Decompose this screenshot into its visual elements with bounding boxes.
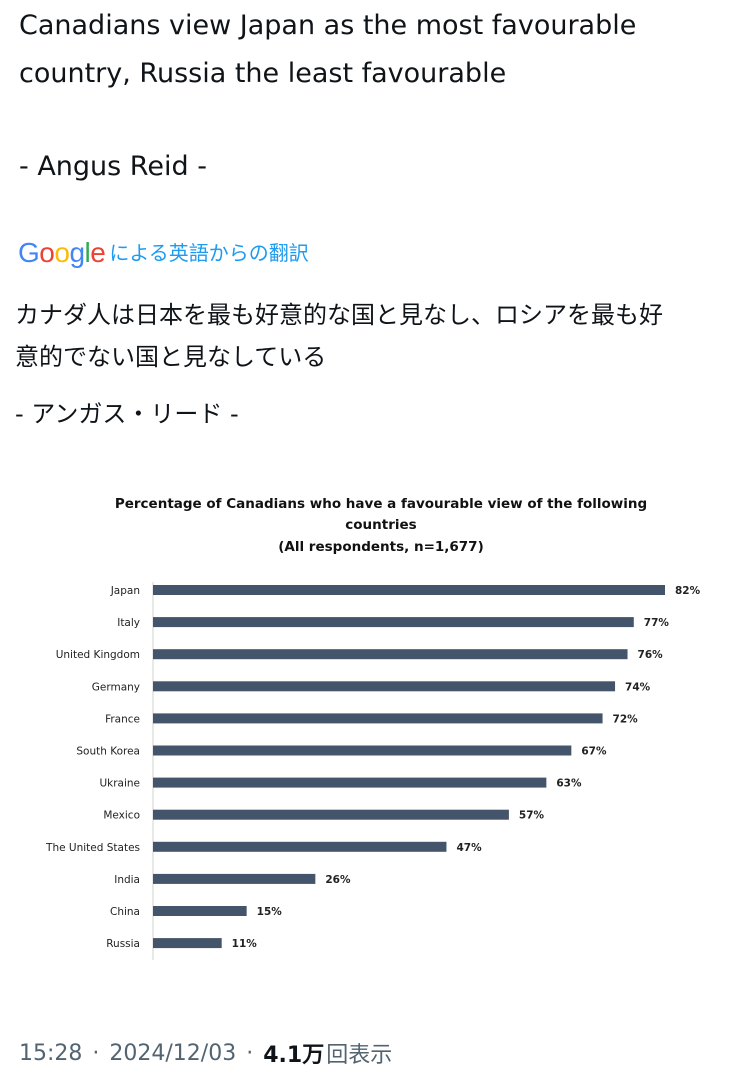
chart-category-label: Russia <box>106 938 140 950</box>
post-time[interactable]: 15:28 <box>19 1040 83 1066</box>
chart-value-label: 67% <box>581 746 607 758</box>
post-text-line: Canadians view Japan as the most favoura… <box>19 10 637 41</box>
separator-dot: · <box>246 1040 254 1066</box>
chart-category-label: Italy <box>117 617 140 629</box>
bar-chart: Percentage of Canadians who have a favou… <box>45 496 701 960</box>
post-author-credit: - Angus Reid - <box>19 151 207 182</box>
chart-bar <box>153 713 603 724</box>
chart-category-label: Germany <box>92 681 140 693</box>
chart-bar <box>153 649 628 660</box>
chart-value-label: 47% <box>456 842 482 854</box>
chart-image[interactable]: Percentage of Canadians who have a favou… <box>20 478 720 983</box>
chart-value-label: 11% <box>232 938 258 950</box>
translated-text-line: カナダ人は日本を最も好意的な国と見なし、ロシアを最も好 <box>15 301 663 329</box>
chart-category-label: Ukraine <box>99 778 140 790</box>
chart-value-label: 82% <box>675 585 701 597</box>
view-count-label: 回表示 <box>326 1043 393 1068</box>
chart-category-label: India <box>114 874 140 886</box>
translation-attribution[interactable]: Google による英語からの翻訳 <box>18 235 309 271</box>
chart-bar <box>153 809 509 820</box>
chart-value-label: 74% <box>625 681 651 693</box>
chart-bar <box>153 938 222 949</box>
chart-category-label: The United States <box>45 842 140 854</box>
chart-bars: Japan 82% Italy 77% United Kingdom 76% Germany… <box>45 585 701 950</box>
chart-value-label: 15% <box>257 906 283 918</box>
chart-value-label: 57% <box>519 810 545 822</box>
view-count[interactable]: 4.1万 回表示 <box>263 1037 392 1069</box>
chart-bar <box>153 906 247 916</box>
chart-category-label: France <box>105 713 140 725</box>
translated-text-line: 意的でない国と見なしている <box>15 343 327 371</box>
chart-bar <box>153 585 665 595</box>
chart-subtitle: (All respondents, n=1,677) <box>278 539 484 555</box>
chart-bar <box>153 681 616 692</box>
chart-bar <box>153 617 634 628</box>
translated-author-credit: - アンガス・リード - <box>15 400 239 428</box>
chart-value-label: 76% <box>638 649 664 661</box>
chart-bar <box>153 841 447 852</box>
chart-category-label: Mexico <box>103 810 140 822</box>
post-text-line: country, Russia the least favourable <box>19 58 507 89</box>
chart-category-label: South Korea <box>76 746 140 758</box>
chart-title-line-2: countries <box>345 517 416 533</box>
chart-category-label: China <box>110 906 140 918</box>
chart-value-label: 72% <box>613 713 639 725</box>
google-logo: Google <box>18 237 106 268</box>
chart-value-label: 77% <box>644 617 670 629</box>
chart-bar <box>153 873 316 884</box>
chart-bar <box>153 745 572 756</box>
chart-title-line-1: Percentage of Canadians who have a favou… <box>115 496 647 512</box>
translation-label[interactable]: による英語からの翻訳 <box>109 241 309 265</box>
chart-value-label: 26% <box>325 874 351 886</box>
post-text: Canadians view Japan as the most favoura… <box>19 2 729 98</box>
post-date[interactable]: 2024/12/03 <box>109 1040 237 1066</box>
separator-dot: · <box>92 1040 100 1066</box>
post-footer: 15:28 · 2024/12/03 · 4.1万 回表示 <box>19 1036 392 1070</box>
chart-category-label: United Kingdom <box>56 649 140 661</box>
translated-text: カナダ人は日本を最も好意的な国と見なし、ロシアを最も好 意的でない国と見なしてい… <box>15 294 735 378</box>
view-count-number: 4.1万 <box>263 1043 325 1068</box>
chart-value-label: 63% <box>556 778 582 790</box>
chart-bar <box>153 777 547 788</box>
chart-category-label: Japan <box>110 585 140 597</box>
